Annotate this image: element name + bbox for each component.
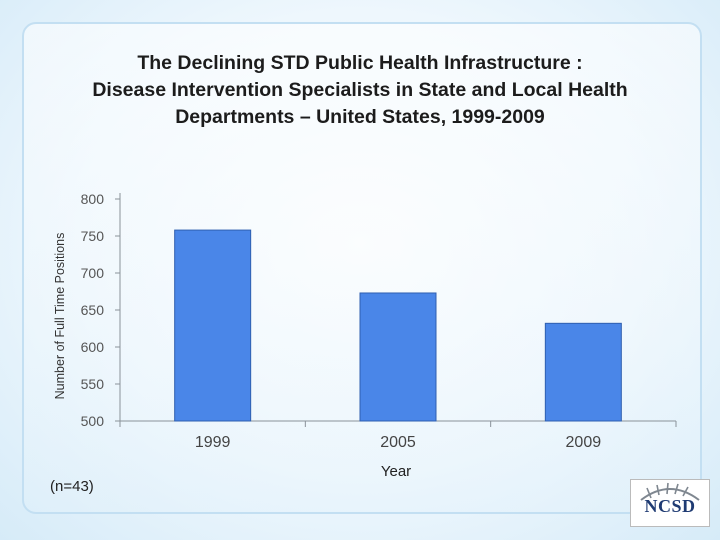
title-line-2: Disease Intervention Specialists in Stat… <box>92 79 628 101</box>
x-tick-label: 1999 <box>195 434 231 451</box>
chart-title: The Declining STD Public Health Infrastr… <box>30 50 690 131</box>
y-tick-label: 550 <box>81 376 105 392</box>
logo-text: NCSD <box>644 496 696 516</box>
y-tick-label: 700 <box>81 265 105 281</box>
y-tick-label: 800 <box>81 191 105 207</box>
y-tick-label: 500 <box>81 413 105 429</box>
bar-1999 <box>174 229 252 422</box>
title-line-3: Departments – United States, 1999-2009 <box>175 106 545 128</box>
x-tick-label: 2009 <box>566 434 602 451</box>
ncsd-logo: NCSD <box>630 479 710 527</box>
logo-burst-icon <box>640 482 700 501</box>
title-line-1: The Declining STD Public Health Infrastr… <box>137 52 583 74</box>
y-tick-label: 600 <box>81 339 105 355</box>
y-axis-label: Number of Full Time Positions <box>53 233 67 400</box>
sample-size-note: (n=43) <box>50 478 94 495</box>
content-panel <box>22 22 702 514</box>
y-tick-label: 750 <box>81 228 105 244</box>
bar-2009 <box>544 322 622 422</box>
bar-2005 <box>359 292 437 422</box>
x-tick-label: 2005 <box>380 434 416 451</box>
y-tick-label: 650 <box>81 302 105 318</box>
x-axis-label: Year <box>381 463 411 480</box>
